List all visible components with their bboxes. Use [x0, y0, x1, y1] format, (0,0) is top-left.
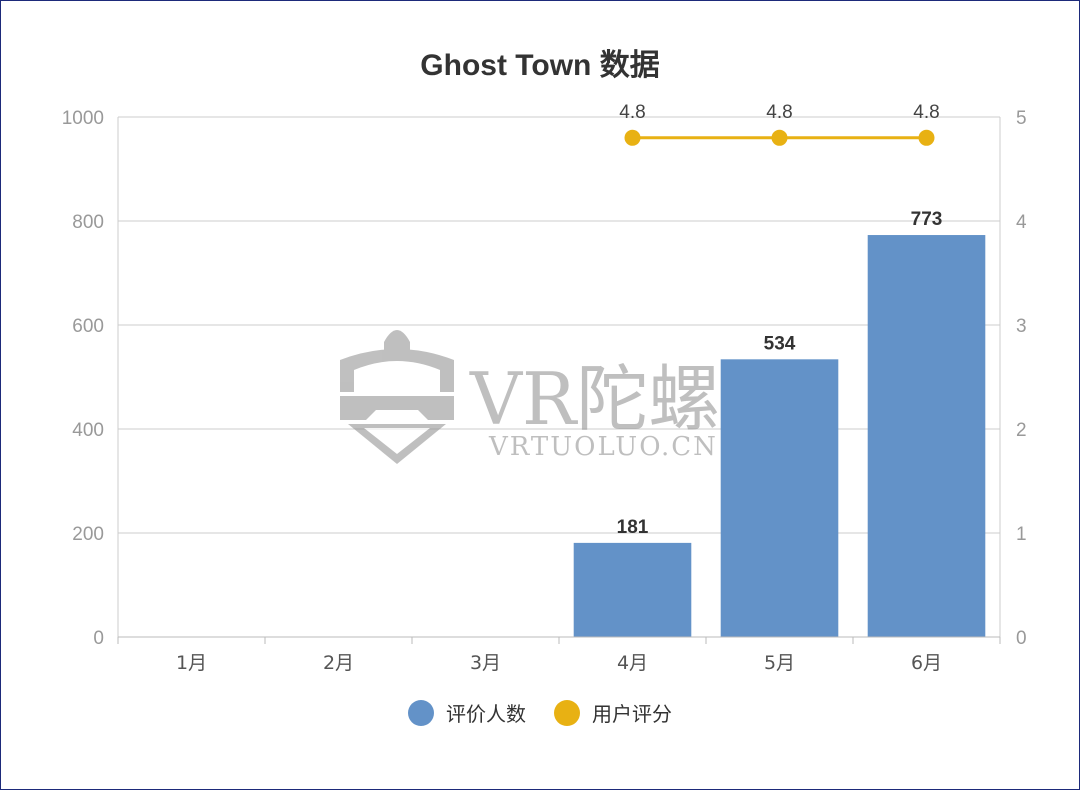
watermark-url: VRTUOLUO.CN [488, 432, 718, 462]
y-right-tick-label: 1 [1016, 524, 1027, 545]
bar-data-label: 534 [764, 333, 796, 354]
point-data-label: 4.8 [619, 102, 645, 123]
bar-reviews [867, 235, 986, 638]
y-right-tick-label: 4 [1016, 212, 1027, 233]
bar-data-label: 773 [911, 209, 943, 230]
x-tick-label: 4月 [617, 652, 648, 674]
y-right-tick-label: 3 [1016, 316, 1027, 337]
bar-reviews [573, 542, 692, 637]
chart-title: Ghost Town 数据 [420, 49, 660, 82]
point-rating [771, 129, 788, 146]
point-rating [918, 129, 935, 146]
x-tick-label: 3月 [470, 652, 501, 674]
watermark-logo-icon [340, 330, 454, 464]
axis-layer: 0 200 400 600 800 1000 0 1 2 3 4 5 1月 2月 3月 4月 5月 6月 [62, 108, 1027, 674]
legend-item-rating[interactable]: 用户评分 [554, 698, 672, 727]
y-right-tick-label: 5 [1016, 108, 1027, 129]
y-left-tick-label: 200 [72, 524, 104, 545]
point-data-label: 4.8 [913, 102, 939, 123]
point-data-label: 4.8 [766, 102, 792, 123]
legend-label-rating: 用户评分 [592, 704, 672, 726]
x-tick-label: 1月 [176, 652, 207, 674]
legend-item-reviews[interactable]: 评价人数 [408, 698, 526, 727]
legend: 评价人数 用户评分 [0, 698, 1080, 727]
line-layer: 4.8 4.8 4.8 [619, 102, 940, 146]
y-right-tick-label: 0 [1016, 628, 1027, 649]
bar-reviews [720, 359, 839, 637]
x-tick-label: 6月 [911, 652, 942, 674]
x-tick-label: 2月 [323, 652, 354, 674]
y-left-tick-label: 0 [93, 628, 104, 649]
legend-marker-rating [554, 699, 580, 726]
y-left-tick-label: 1000 [62, 108, 104, 129]
bar-layer: 181 534 773 [573, 209, 986, 638]
legend-label-reviews: 评价人数 [446, 704, 526, 726]
bar-data-label: 181 [617, 517, 649, 538]
point-rating [624, 129, 641, 146]
grid-layer [118, 116, 1000, 534]
y-right-tick-label: 2 [1016, 420, 1027, 441]
y-left-tick-label: 800 [72, 212, 104, 233]
watermark-logo-text: VR陀螺 [469, 357, 720, 441]
x-tick-label: 5月 [764, 652, 795, 674]
y-left-tick-label: 600 [72, 316, 104, 337]
y-left-tick-label: 400 [72, 420, 104, 441]
watermark: VR陀螺 VRTUOLUO.CN [340, 330, 720, 464]
legend-marker-reviews [408, 699, 434, 726]
